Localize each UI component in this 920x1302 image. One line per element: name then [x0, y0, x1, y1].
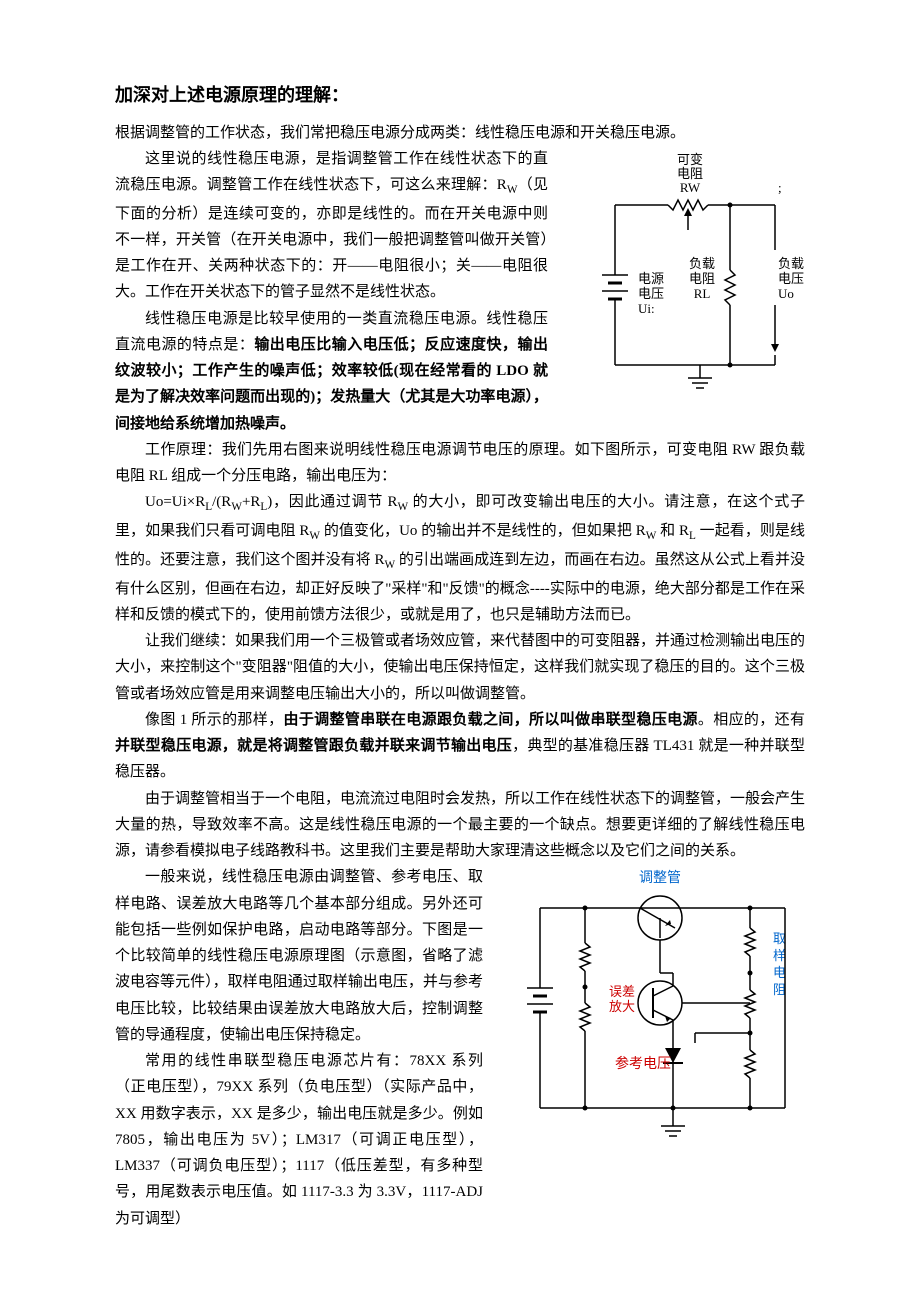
label-regulator: 调整管	[639, 870, 681, 886]
sub-w-4: W	[309, 530, 320, 542]
label-src-volt-1: 电源	[638, 271, 664, 286]
label-err-amp-2: 放大	[609, 999, 635, 1014]
paragraph-5: Uo=Ui×RL/(RW+RL)，因此通过调节 RW 的大小，即可改变输出电压的…	[115, 489, 805, 628]
label-var-res-3: RW	[680, 180, 701, 195]
page-title: 加深对上述电源原理的理解：	[115, 80, 805, 112]
label-var-res-1: 可变	[677, 152, 703, 167]
sub-l-3: L	[689, 530, 696, 542]
p5-d: )，因此通过调节 R	[267, 494, 397, 510]
sub-w-3: W	[398, 501, 409, 513]
label-src-volt-2: 电压	[638, 286, 664, 301]
label-err-amp-1: 误差	[609, 984, 635, 999]
label-load-volt-1: 负载	[778, 256, 804, 271]
label-sample-1: 取	[773, 931, 786, 946]
p2-b: （见下面的分析）是连续可变的，亦即是线性的。而在开关电源中则不一样，开关管（在开…	[115, 177, 548, 300]
p5-a: Uo=Ui×R	[145, 494, 205, 510]
label-load-res-2: 电阻	[689, 271, 715, 286]
label-load-volt-2: 电压	[778, 271, 804, 286]
label-ref-volt: 参考电压	[615, 1055, 671, 1072]
paragraph-1: 根据调整管的工作状态，我们常把稳压电源分成两类：线性稳压电源和开关稳压电源。	[115, 120, 805, 146]
label-src-volt-3: Ui:	[638, 301, 655, 316]
content-wrapper: 根据调整管的工作状态，我们常把稳压电源分成两类：线性稳压电源和开关稳压电源。 可…	[115, 120, 805, 1232]
label-sample-3: 电	[773, 965, 786, 980]
label-load-res-1: 负载	[689, 256, 715, 271]
label-load-res-3: RL	[694, 286, 711, 301]
p5-f: 的值变化，Uo 的输出并不是线性的，但如果把 R	[320, 523, 646, 539]
circuit-svg-1: 可变 电阻 RW	[560, 150, 805, 395]
p2-a: 这里说的线性稳压电源，是指调整管工作在线性状态下的直流稳压电源。调整管工作在线性…	[115, 151, 548, 193]
circuit-svg-2: 调整管 取 样 电	[495, 868, 805, 1168]
label-sample-4: 阻	[773, 982, 786, 997]
p5-c: +R	[242, 494, 260, 510]
p7-c: 。相应的，还有	[698, 712, 805, 728]
p7-a: 像图 1 所示的那样，	[145, 712, 283, 728]
sub-w-6: W	[385, 559, 396, 571]
label-sample-2: 样	[773, 948, 786, 963]
circuit-diagram-1: 可变 电阻 RW	[560, 150, 805, 404]
paragraph-6: 让我们继续：如果我们用一个三极管或者场效应管，来代替图中的可变阻器，并通过检测输…	[115, 628, 805, 707]
circuit-diagram-2: 调整管 取 样 电	[495, 868, 805, 1177]
paragraph-8: 由于调整管相当于一个电阻，电流流过电阻时会发热，所以工作在线性状态下的调整管，一…	[115, 786, 805, 865]
p5-b: /(R	[212, 494, 231, 510]
sub-w-2: W	[231, 501, 242, 513]
p7-d: 并联型稳压电源，就是将调整管跟负载并联来调节输出电压	[115, 738, 512, 754]
semicolon-mark: ;	[778, 180, 782, 195]
label-var-res-2: 电阻	[677, 166, 703, 181]
paragraph-7: 像图 1 所示的那样，由于调整管串联在电源跟负载之间，所以叫做串联型稳压电源。相…	[115, 707, 805, 786]
paragraph-4: 工作原理：我们先用右图来说明线性稳压电源调节电压的原理。如下图所示，可变电阻 R…	[115, 437, 805, 490]
label-load-volt-3: Uo	[778, 286, 794, 301]
sub-w-1: W	[507, 184, 518, 196]
p7-b: 由于调整管串联在电源跟负载之间，所以叫做串联型稳压电源	[283, 712, 697, 728]
sub-w-5: W	[646, 530, 657, 542]
p5-g: 和 R	[656, 523, 689, 539]
